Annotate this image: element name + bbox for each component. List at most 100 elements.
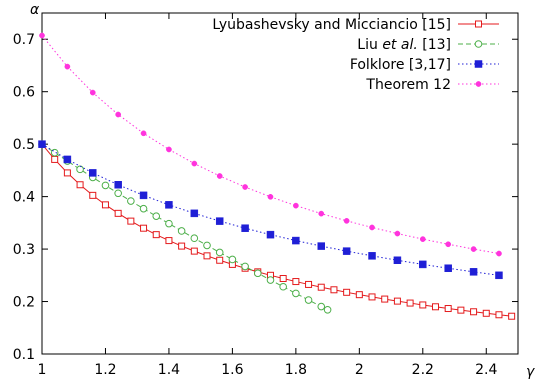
data-point — [445, 241, 452, 248]
legend-marker — [475, 20, 482, 28]
data-point — [304, 296, 313, 304]
data-point — [292, 289, 300, 298]
data-point — [89, 89, 96, 96]
legend-item: Theorem 12 — [365, 77, 499, 93]
x-axis-label: γ — [526, 364, 535, 380]
data-point — [368, 252, 376, 260]
data-point — [63, 169, 71, 177]
data-point — [101, 201, 109, 209]
data-point — [101, 181, 110, 190]
data-point — [369, 224, 375, 231]
data-point — [152, 212, 161, 220]
data-point — [496, 250, 502, 257]
data-point — [266, 230, 275, 239]
y-tick-label: 0.5 — [13, 137, 35, 153]
data-point — [393, 297, 401, 305]
data-point — [178, 242, 186, 250]
data-point — [241, 224, 249, 232]
data-point — [114, 189, 122, 198]
y-axis-label: α — [30, 2, 40, 18]
data-point — [318, 210, 325, 217]
y-tick-label: 0.7 — [13, 32, 35, 48]
data-point — [190, 234, 199, 243]
data-point — [381, 295, 389, 303]
data-point — [241, 262, 249, 271]
data-point — [76, 165, 84, 174]
data-point — [444, 305, 452, 313]
legend-marker — [474, 40, 483, 48]
data-point — [444, 264, 452, 272]
data-point — [203, 252, 211, 260]
data-point — [419, 260, 427, 269]
data-point — [152, 231, 160, 239]
data-point — [140, 130, 147, 137]
plot-frame — [41, 12, 519, 355]
data-point — [140, 224, 148, 232]
series-layer — [38, 32, 516, 320]
axis-ticks: 1 1.2 1.4 1.6 1.8 2 2.2 2.4 0.1 0.2 0.3 0.4 0.5 0.6 0.… — [13, 13, 518, 378]
x-tick-label: 2 — [355, 362, 364, 378]
legend-marker — [475, 81, 482, 87]
x-tick-label: 2.2 — [412, 362, 434, 378]
y-tick-label: 0.3 — [13, 242, 35, 258]
data-point — [317, 242, 326, 250]
series-1 — [38, 140, 332, 314]
series-2 — [38, 140, 503, 280]
data-point — [63, 155, 72, 164]
data-point — [166, 146, 172, 153]
data-point — [406, 299, 414, 307]
data-point — [482, 309, 490, 317]
data-point — [495, 311, 503, 319]
data-point — [419, 301, 427, 309]
series-0 — [38, 140, 516, 320]
legend-label: Folklore [3,17] — [350, 57, 451, 73]
data-point — [139, 204, 148, 213]
legend-label: Theorem 12 — [365, 77, 451, 93]
data-point — [216, 173, 223, 179]
data-point — [127, 197, 135, 205]
legend: Lyubashevsky and Micciancio [15] Liu et a… — [212, 17, 499, 93]
data-point — [355, 291, 363, 299]
data-point — [242, 184, 248, 190]
legend-label: Lyubashevsky and Micciancio [15] — [212, 17, 451, 33]
data-point — [343, 288, 351, 296]
x-tick-label: 1.2 — [94, 362, 116, 378]
data-point — [431, 303, 439, 311]
data-point — [317, 283, 325, 291]
data-point — [368, 293, 376, 301]
data-point — [323, 305, 332, 314]
series-line — [41, 143, 500, 276]
data-point — [470, 246, 477, 252]
data-point — [127, 217, 135, 225]
data-point — [267, 193, 274, 200]
data-point — [191, 160, 198, 167]
series-line — [41, 143, 512, 317]
x-tick-label: 1.6 — [221, 362, 243, 378]
data-point — [190, 247, 198, 255]
data-point — [292, 278, 300, 286]
data-point — [342, 247, 351, 255]
data-point — [293, 202, 299, 209]
data-point — [89, 169, 97, 177]
data-point — [215, 217, 224, 225]
data-point — [292, 236, 300, 245]
data-point — [343, 218, 350, 224]
data-point — [228, 255, 237, 264]
legend-label: Liu et al. [13] — [357, 37, 451, 53]
data-point — [253, 269, 262, 278]
data-point — [76, 181, 84, 189]
data-point — [394, 230, 401, 237]
y-tick-label: 0.1 — [13, 347, 35, 363]
y-tick-label: 0.4 — [13, 190, 35, 206]
data-point — [457, 306, 465, 314]
data-point — [89, 191, 97, 199]
data-point — [64, 63, 71, 70]
data-point — [279, 275, 287, 283]
data-point — [216, 256, 224, 264]
data-point — [114, 181, 122, 189]
data-point — [139, 191, 148, 200]
data-point — [495, 271, 503, 280]
x-tick-label: 2.4 — [475, 362, 497, 378]
data-point — [419, 236, 426, 242]
data-point — [203, 241, 211, 250]
